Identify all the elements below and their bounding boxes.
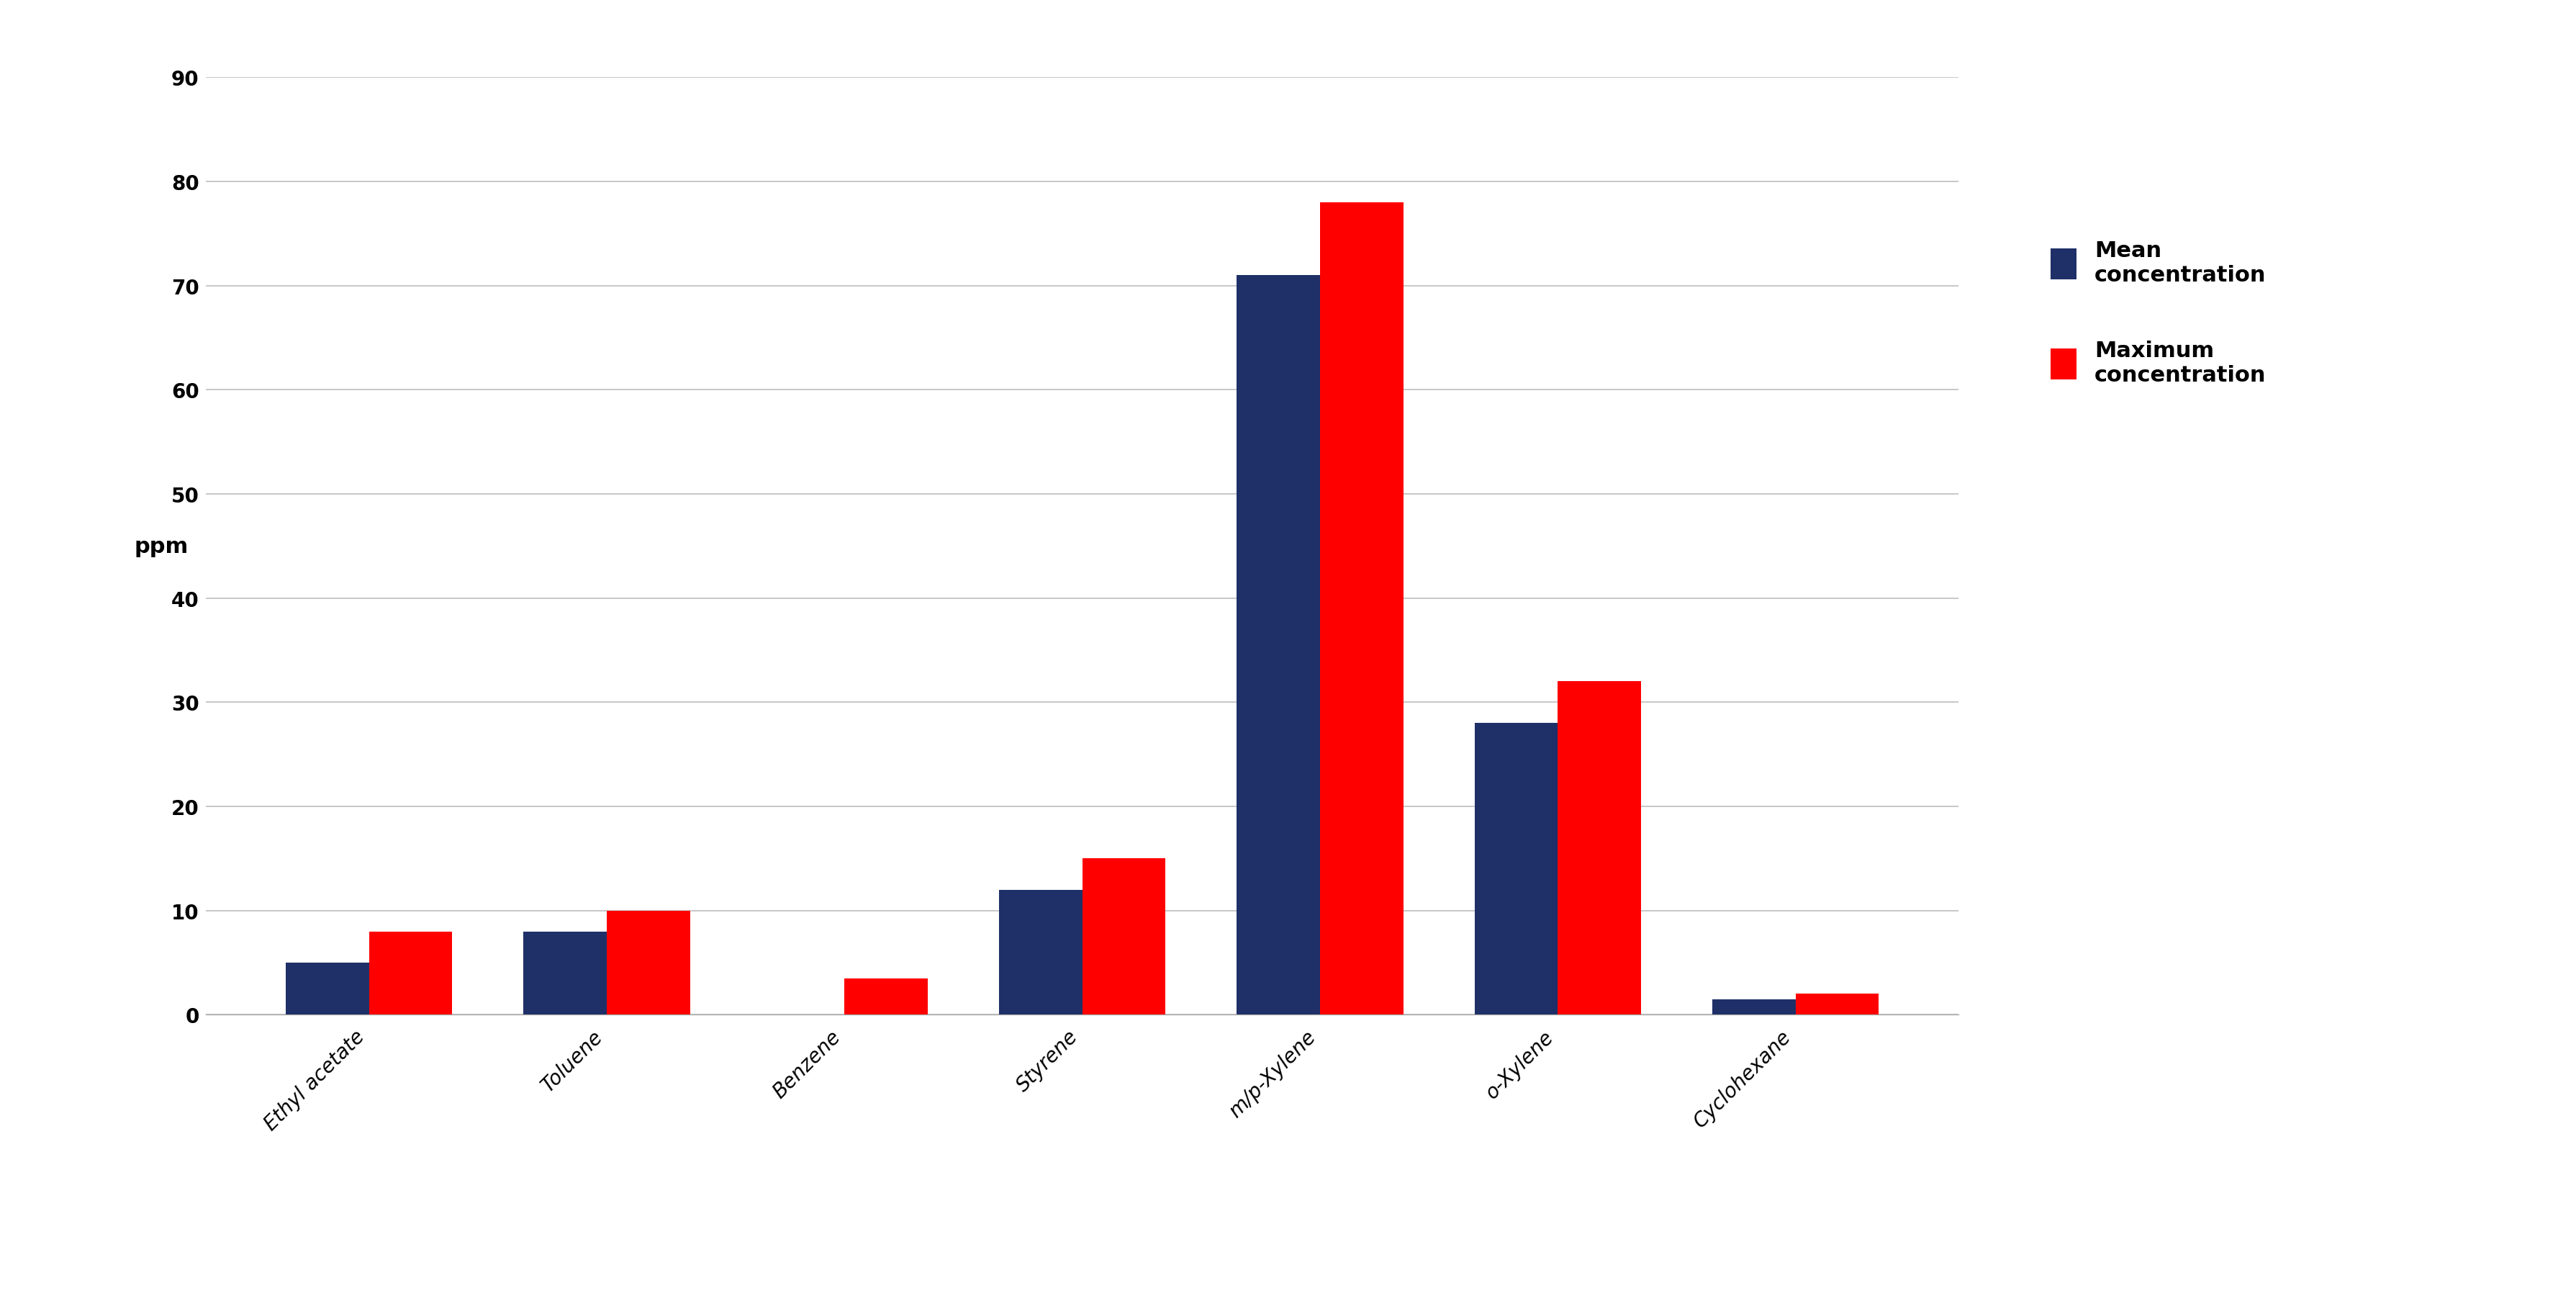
Bar [523, 932, 605, 1015]
Bar [368, 932, 451, 1015]
Y-axis label: ppm: ppm [134, 536, 188, 557]
Bar [999, 890, 1082, 1015]
Bar [1319, 203, 1404, 1015]
Bar [1795, 994, 1878, 1015]
Bar [1713, 999, 1795, 1015]
Bar [1473, 723, 1558, 1015]
Bar [1236, 276, 1319, 1015]
Bar [1082, 859, 1164, 1015]
Bar [286, 963, 368, 1015]
Bar [845, 978, 927, 1015]
Bar [605, 911, 690, 1015]
Bar [1558, 682, 1641, 1015]
Legend: Mean
concentration, Maximum
concentration: Mean concentration, Maximum concentratio… [2038, 229, 2277, 397]
